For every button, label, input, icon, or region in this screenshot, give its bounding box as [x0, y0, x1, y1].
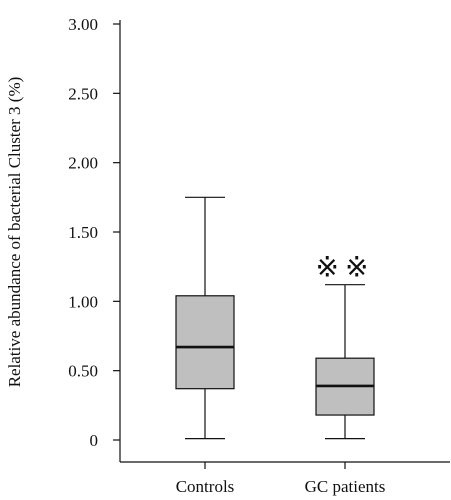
axes: [119, 20, 450, 463]
y-tick-label: 2.50: [68, 84, 98, 103]
y-tick-label: 0: [90, 431, 99, 450]
y-tick-label: 1.50: [68, 223, 98, 242]
box-controls: [175, 196, 235, 440]
y-tick-label: 2.00: [68, 154, 98, 173]
box-series: ※※: [175, 196, 375, 440]
iqr-box: [175, 295, 235, 390]
significance-marker: ※※: [316, 253, 375, 284]
x-category-label: Controls: [176, 477, 235, 496]
x-category-label: GC patients: [305, 477, 386, 496]
y-axis-title: Relative abundance of bacterial Cluster …: [5, 77, 24, 388]
y-tick-label: 0.50: [68, 362, 98, 381]
x-axis-ticks: Controls GC patients: [176, 462, 386, 496]
y-axis-ticks: 0 0.50 1.00 1.50 2.00 2.50 3.00: [68, 15, 120, 450]
y-tick-label: 1.00: [68, 292, 98, 311]
y-tick-label: 3.00: [68, 15, 98, 34]
box-gc-patients: ※※: [315, 253, 375, 440]
